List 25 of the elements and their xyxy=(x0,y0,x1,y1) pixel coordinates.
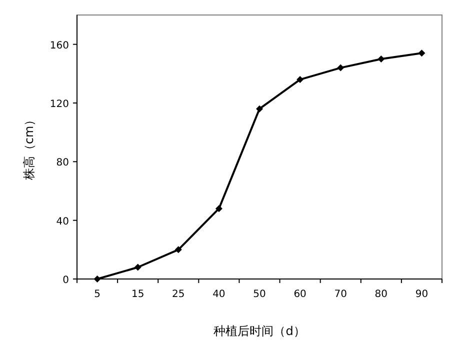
point xyxy=(174,246,182,254)
point xyxy=(378,56,385,62)
y-tick-label: 160 xyxy=(50,40,69,52)
x-tick-label: 50 xyxy=(253,289,266,300)
point xyxy=(337,64,344,72)
y-tick-label: 120 xyxy=(50,99,69,110)
x-tick-label: 5 xyxy=(94,289,100,300)
point xyxy=(94,276,101,282)
x-tick-label: 80 xyxy=(374,289,388,300)
point xyxy=(418,50,426,57)
x-tick-label: 15 xyxy=(131,289,144,300)
point xyxy=(134,264,142,271)
x-tick-label: 40 xyxy=(212,289,226,300)
y-tick-label: 0 xyxy=(62,275,69,286)
x-tick-label: 25 xyxy=(172,289,185,300)
x-tick-label: 70 xyxy=(334,289,347,300)
point xyxy=(296,76,304,84)
y-tick-label: 40 xyxy=(56,216,69,228)
x-tick-label: 60 xyxy=(294,289,306,300)
x-axis-title: 种植后时间（d） xyxy=(214,324,306,338)
y-axis-title: 株高（cm） xyxy=(22,114,36,182)
y-tick-label: 80 xyxy=(56,158,69,169)
point xyxy=(256,105,263,112)
point xyxy=(215,205,222,212)
x-tick-label: 90 xyxy=(415,289,428,300)
